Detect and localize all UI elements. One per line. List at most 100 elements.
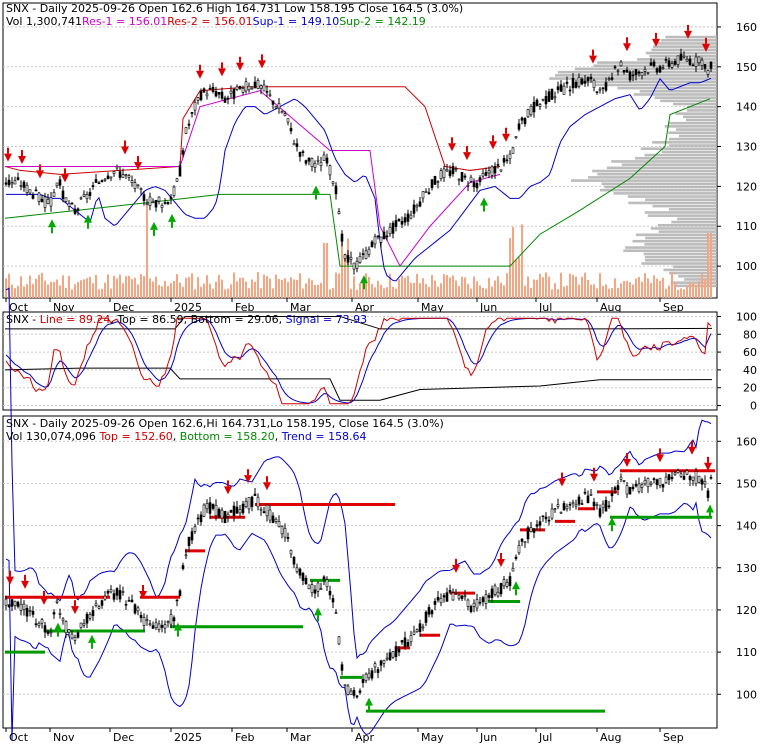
candle-body <box>574 504 578 507</box>
candle-body <box>277 103 281 109</box>
candle-body <box>697 56 701 63</box>
volume-bar <box>227 288 229 298</box>
candle-body <box>316 159 320 162</box>
volume-bar <box>122 283 124 298</box>
volume-bar <box>116 278 118 298</box>
volume-bar <box>365 273 367 298</box>
volume-bar <box>212 288 214 298</box>
volume-bar <box>665 288 667 298</box>
candle-body <box>268 509 272 521</box>
volume-bar <box>74 284 76 298</box>
volume-profile-bar <box>644 153 717 157</box>
buy-arrow <box>54 622 62 631</box>
volume-bar <box>182 286 184 298</box>
volume-bar <box>221 279 223 298</box>
volume-bar <box>179 282 181 298</box>
candle-body <box>190 111 194 114</box>
volume-profile-bar <box>652 141 717 144</box>
candle-body <box>124 603 128 606</box>
y-tick-label: 120 <box>736 604 757 617</box>
candle-body <box>10 599 14 607</box>
candle-body <box>295 143 299 147</box>
volume-profile-bar <box>625 246 717 249</box>
candle-body <box>520 117 524 121</box>
candle-body <box>637 483 641 492</box>
candle-body <box>496 164 500 166</box>
candle-body <box>106 175 110 180</box>
candle-body <box>373 236 377 245</box>
volume-bar <box>305 283 307 298</box>
candle-body <box>70 202 74 205</box>
y-tick-label: 40 <box>743 364 757 377</box>
candle-body <box>169 614 173 625</box>
candle-body <box>652 61 656 67</box>
volume-bar <box>449 277 451 298</box>
candle-body <box>301 573 305 581</box>
volume-bar <box>38 274 40 298</box>
x-tick-label: Aug <box>600 731 621 744</box>
candle-body <box>118 171 122 178</box>
candle-body <box>28 610 32 612</box>
candle-body <box>469 606 473 612</box>
volume-bar <box>593 284 595 298</box>
candle-body <box>601 503 605 509</box>
volume-bar <box>248 288 250 298</box>
buy-arrow <box>365 697 373 706</box>
volume-profile-bar <box>645 198 717 202</box>
candle-body <box>85 194 89 199</box>
volume-bar <box>461 276 463 298</box>
volume-bar <box>20 276 22 298</box>
candle-body <box>307 157 311 162</box>
candle-body <box>547 91 551 102</box>
volume-bar <box>275 274 277 298</box>
x-tick-label: Mar <box>290 301 311 314</box>
volume-bar <box>341 241 343 298</box>
volume-bar <box>695 285 697 298</box>
y-tick-label: 120 <box>736 180 757 193</box>
volume-bar <box>707 233 709 298</box>
volume-profile-bar <box>570 179 717 182</box>
candle-body <box>76 632 80 638</box>
volume-bar <box>425 283 427 298</box>
candle-body <box>667 474 671 481</box>
price-volume-panel: 100 110 120 130 140 150 160 Oct Nov Dec 2025 Feb Mar… <box>2 2 757 314</box>
volume-bar <box>710 233 712 298</box>
volume-bar <box>191 273 193 298</box>
y-tick-label: 60 <box>743 346 757 359</box>
candle-body <box>319 588 323 590</box>
candle-body <box>4 182 8 185</box>
candle-body <box>223 510 227 524</box>
volume-bar <box>485 288 487 298</box>
volume-profile-bar <box>668 121 717 125</box>
candle-body <box>193 526 197 532</box>
x-tick-label: Oct <box>9 731 29 744</box>
candle-body <box>292 556 296 565</box>
volume-profile-bar <box>599 188 717 192</box>
candle-body <box>487 170 491 174</box>
volume-bar <box>452 275 454 298</box>
volume-bar <box>563 286 565 298</box>
volume-profile-bar <box>650 227 717 230</box>
candle-body <box>658 66 662 73</box>
sell-arrow <box>18 156 26 165</box>
volume-bar <box>326 243 328 298</box>
volume-bar <box>104 282 106 298</box>
volume-bar <box>101 288 103 298</box>
candle-body <box>607 505 611 508</box>
signal-line <box>5 317 712 404</box>
volume-bar <box>50 281 52 298</box>
header-part: Line = 89.24 <box>40 313 111 326</box>
volume-bar <box>194 289 196 298</box>
candle-body <box>247 497 251 510</box>
candle-body <box>496 591 500 597</box>
candle-body <box>535 524 539 527</box>
candle-body <box>79 622 83 628</box>
volume-bar <box>377 280 379 298</box>
volume-bar <box>110 288 112 298</box>
candle-body <box>76 208 80 211</box>
volume-bar <box>173 280 175 298</box>
volume-profile-bar <box>597 172 717 176</box>
volume-bar <box>530 287 532 298</box>
candle-body <box>400 640 404 643</box>
